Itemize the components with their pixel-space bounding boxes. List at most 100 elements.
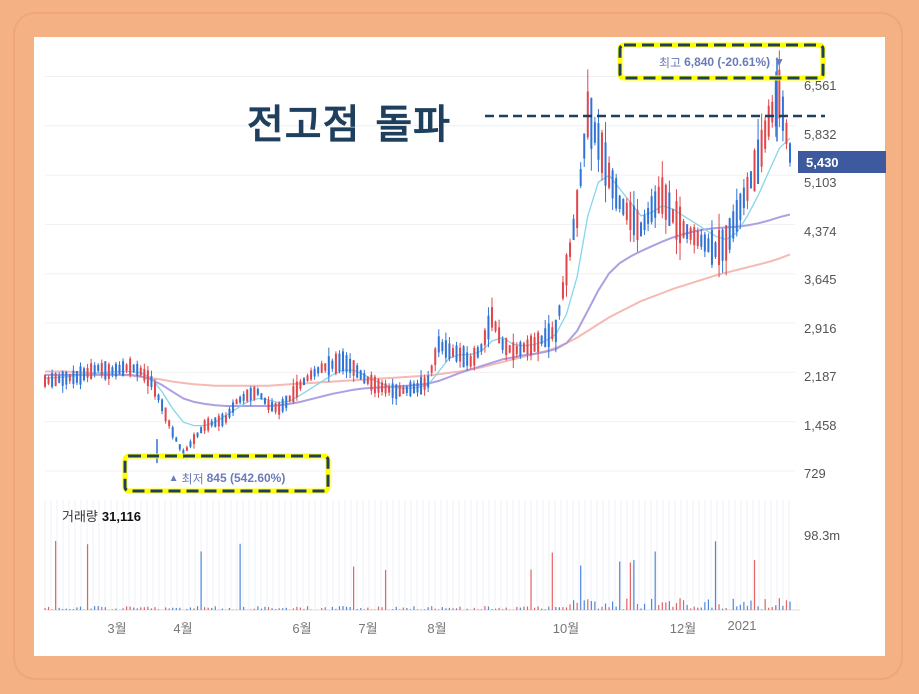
candle-body (600, 132, 603, 173)
candle-body (579, 169, 582, 187)
candle-body (104, 361, 107, 380)
candle-body (615, 178, 618, 209)
candle-body (83, 368, 86, 381)
volume-bar (125, 606, 128, 610)
volume-bar (349, 607, 351, 610)
volume-bar (338, 606, 341, 610)
candle-body (58, 375, 61, 383)
volume-bar (665, 602, 667, 610)
candle-body (90, 363, 93, 380)
volume-bar (668, 601, 670, 610)
candle-body (129, 358, 132, 375)
candle-body (462, 346, 465, 368)
volume-bar (491, 609, 493, 610)
candle-body (636, 209, 639, 241)
volume-bar (72, 609, 74, 610)
candle-body (381, 382, 384, 393)
candle-body (586, 91, 589, 138)
y-tick-label: 4,374 (804, 224, 837, 239)
volume-bar (487, 606, 490, 610)
candle-body (72, 370, 75, 385)
volume-bar (789, 601, 791, 610)
volume-bar (423, 609, 426, 610)
candle-body (352, 360, 355, 376)
candle-body (256, 388, 259, 395)
candle-body (466, 352, 469, 366)
volume-bar (399, 609, 401, 610)
candle-body (781, 96, 784, 131)
current-price-badge: 5,430 (798, 151, 886, 173)
volume-bar (140, 607, 142, 610)
candle-body (356, 365, 359, 378)
volume-bar (778, 598, 780, 610)
candle-body (157, 394, 160, 401)
volume-bar (587, 599, 589, 610)
x-tick-label: 8월 (427, 621, 447, 636)
y-tick-label: 3,645 (804, 272, 837, 287)
volume-bar (785, 600, 788, 610)
volume-bar (572, 600, 575, 610)
candle-body (661, 177, 664, 214)
candle-body (565, 254, 568, 286)
candle-body (764, 120, 767, 149)
candle-body (420, 377, 423, 395)
volume-bar (58, 607, 60, 610)
volume-bar (533, 607, 536, 610)
volume-bar (196, 606, 199, 610)
volume-bar (619, 561, 621, 610)
volume-bar (168, 608, 170, 610)
candle-body (47, 377, 50, 384)
candle-body (554, 319, 557, 342)
volume-bar (551, 552, 553, 610)
candle-body (491, 307, 493, 328)
candle-body (561, 282, 564, 299)
y-tick-label: 2,187 (804, 369, 837, 384)
volume-bar (62, 609, 64, 610)
candle-body (430, 365, 433, 373)
volume-bar (111, 609, 114, 610)
volume-bar (523, 606, 525, 610)
candle-body (718, 229, 721, 266)
volume-bar (204, 607, 206, 610)
volume-bar (686, 604, 688, 610)
candle-body (185, 447, 188, 451)
volume-bar (150, 608, 153, 610)
candle-body (54, 373, 57, 386)
candle-body (405, 386, 408, 394)
candle-body (331, 360, 334, 369)
candle-body (583, 133, 586, 159)
volume-bar (172, 607, 174, 610)
candle-body (320, 363, 323, 373)
candle-body (253, 386, 256, 400)
volume-bar (395, 606, 397, 610)
candle-body (111, 367, 114, 375)
candle-body (664, 184, 667, 220)
candle-body (569, 242, 572, 257)
volume-bar (672, 606, 674, 610)
candle-body (519, 341, 522, 356)
candle-body (363, 373, 366, 384)
candle-body (721, 229, 724, 261)
candle-body (388, 386, 391, 393)
candle-body (214, 417, 217, 427)
volume-bar (604, 603, 607, 610)
candle-body (444, 340, 447, 358)
volume-bar (782, 605, 784, 610)
candle-body (725, 225, 728, 261)
volume-bar (409, 609, 412, 610)
volume-bar (193, 608, 195, 610)
candle-body (189, 441, 192, 447)
y-tick-label: 5,832 (804, 127, 837, 142)
candle-body (668, 192, 671, 226)
volume-bar (622, 609, 624, 610)
candle-body (132, 364, 135, 372)
candle-body (139, 367, 142, 376)
volume-bar (661, 602, 663, 610)
candle-body (345, 355, 348, 373)
candle-body (682, 221, 685, 238)
candle-body (451, 348, 454, 357)
candle-body (735, 200, 738, 232)
volume-bar (200, 551, 202, 610)
candle-body (310, 370, 313, 380)
volume-bar (97, 606, 99, 610)
